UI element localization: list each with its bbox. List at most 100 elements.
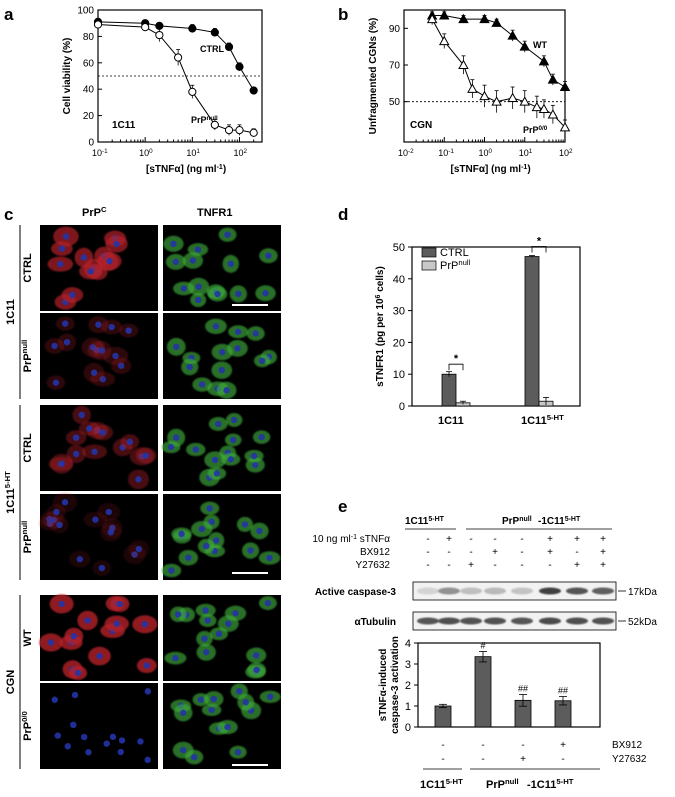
nucleus <box>105 508 112 516</box>
y-axis-label-1: sTNFα-induced <box>378 649 389 722</box>
nucleus <box>109 733 117 741</box>
nucleus <box>202 542 210 550</box>
treatment-sign: - <box>520 547 523 558</box>
treatment-sign: + <box>574 534 580 545</box>
col-header-tnfr1: TNFR1 <box>197 207 232 219</box>
col-header-prpc: PrPC <box>82 205 107 220</box>
significance-bracket <box>448 363 464 371</box>
y-tick-label: 0 <box>88 138 94 149</box>
nucleus <box>98 347 106 354</box>
y-tick-label: 2 <box>405 680 411 692</box>
nucleus <box>252 330 259 337</box>
nucleus <box>208 706 215 714</box>
group-label: 1C115-HT <box>3 471 18 514</box>
nucleus <box>70 632 78 640</box>
nucleus <box>99 429 106 436</box>
x-tick-label: 102 <box>559 148 573 159</box>
data-point <box>210 120 219 129</box>
treatment-sign: + <box>547 547 553 558</box>
significance-star: * <box>537 236 542 248</box>
bottom-sign: - <box>561 754 564 765</box>
treatment-sign: - <box>520 534 523 545</box>
nucleus <box>135 476 142 483</box>
data-point <box>439 10 450 20</box>
group-label-1c11-5ht: 1C115-HT <box>405 516 445 528</box>
y-tick-label: 3 <box>405 659 411 671</box>
nucleus <box>64 743 72 750</box>
nucleus <box>106 257 113 265</box>
x-axis-label: [sTNFα] (ng ml-1) <box>451 164 531 176</box>
treatment-sign: + <box>468 560 474 571</box>
blot-label: Active caspase-3 <box>315 587 397 598</box>
nucleus <box>144 688 152 695</box>
nucleus <box>113 620 120 627</box>
cell-line-label: 1C11 <box>112 120 136 131</box>
nucleus <box>247 547 254 554</box>
nucleus <box>58 600 65 608</box>
nucleus <box>84 617 91 624</box>
category-label: 1C11 <box>438 415 464 427</box>
data-point <box>538 103 550 114</box>
nucleus <box>266 554 273 562</box>
data-point <box>93 20 103 29</box>
bottom-sign: - <box>481 754 484 765</box>
data-point <box>235 126 244 135</box>
y-tick-label: 20 <box>393 337 405 349</box>
y-tick-label: 60 <box>83 58 95 69</box>
nucleus <box>204 617 211 624</box>
bottom-group-prpnull: PrPnull <box>486 777 519 792</box>
bottom-sign: - <box>481 740 484 751</box>
nucleus <box>219 348 226 356</box>
data-point <box>467 83 478 93</box>
nucleus <box>198 525 205 533</box>
data-point <box>439 35 450 46</box>
nucleus <box>206 505 213 512</box>
nucleus <box>256 527 263 535</box>
nucleus <box>214 420 222 428</box>
panel-letter-b: b <box>338 5 348 24</box>
treatment-sign: - <box>493 560 496 571</box>
size-marker-label: 17kDa <box>628 587 657 598</box>
group-label-prpnull: PrPnull <box>502 516 532 528</box>
nucleus <box>212 537 220 544</box>
y-tick-label: 1 <box>405 701 411 713</box>
cell-type-label: CGN <box>410 120 432 131</box>
treatment-sign: - <box>493 534 496 545</box>
y-tick-label: 100 <box>77 6 94 17</box>
bottom-row-label: Y27632 <box>612 754 647 765</box>
cells <box>161 501 281 578</box>
row-label: PrPnull <box>20 521 35 554</box>
y-tick-label: 0 <box>405 722 411 734</box>
nucleus <box>173 343 180 351</box>
data-point <box>479 90 490 101</box>
nucleus <box>172 258 180 266</box>
nucleus <box>230 436 237 444</box>
panel-letter-d: d <box>338 205 348 224</box>
treatment-sign: - <box>426 534 429 545</box>
nucleus <box>180 709 187 716</box>
nucleus <box>253 666 260 673</box>
nucleus <box>262 290 269 297</box>
blot-band <box>592 587 614 595</box>
blot-band <box>539 587 561 595</box>
nucleus <box>125 327 132 334</box>
series-label-prpnull: PrPnull <box>191 115 218 126</box>
nucleus <box>234 345 241 352</box>
blot-band <box>566 617 588 625</box>
nucleus <box>58 460 65 467</box>
nucleus <box>116 600 124 608</box>
nucleus <box>264 599 272 607</box>
bottom-sign: - <box>441 754 444 765</box>
y-tick-label: 4 <box>405 638 411 650</box>
nucleus <box>227 456 235 463</box>
bottom-sign: + <box>520 754 526 765</box>
significance-mark: # <box>480 640 485 650</box>
cells <box>51 688 152 764</box>
size-marker-label: 52kDa <box>628 617 657 628</box>
nucleus <box>92 516 99 523</box>
data-point <box>491 96 502 106</box>
blot-band <box>511 587 533 595</box>
significance-mark: ## <box>558 686 568 696</box>
nucleus <box>185 554 192 561</box>
